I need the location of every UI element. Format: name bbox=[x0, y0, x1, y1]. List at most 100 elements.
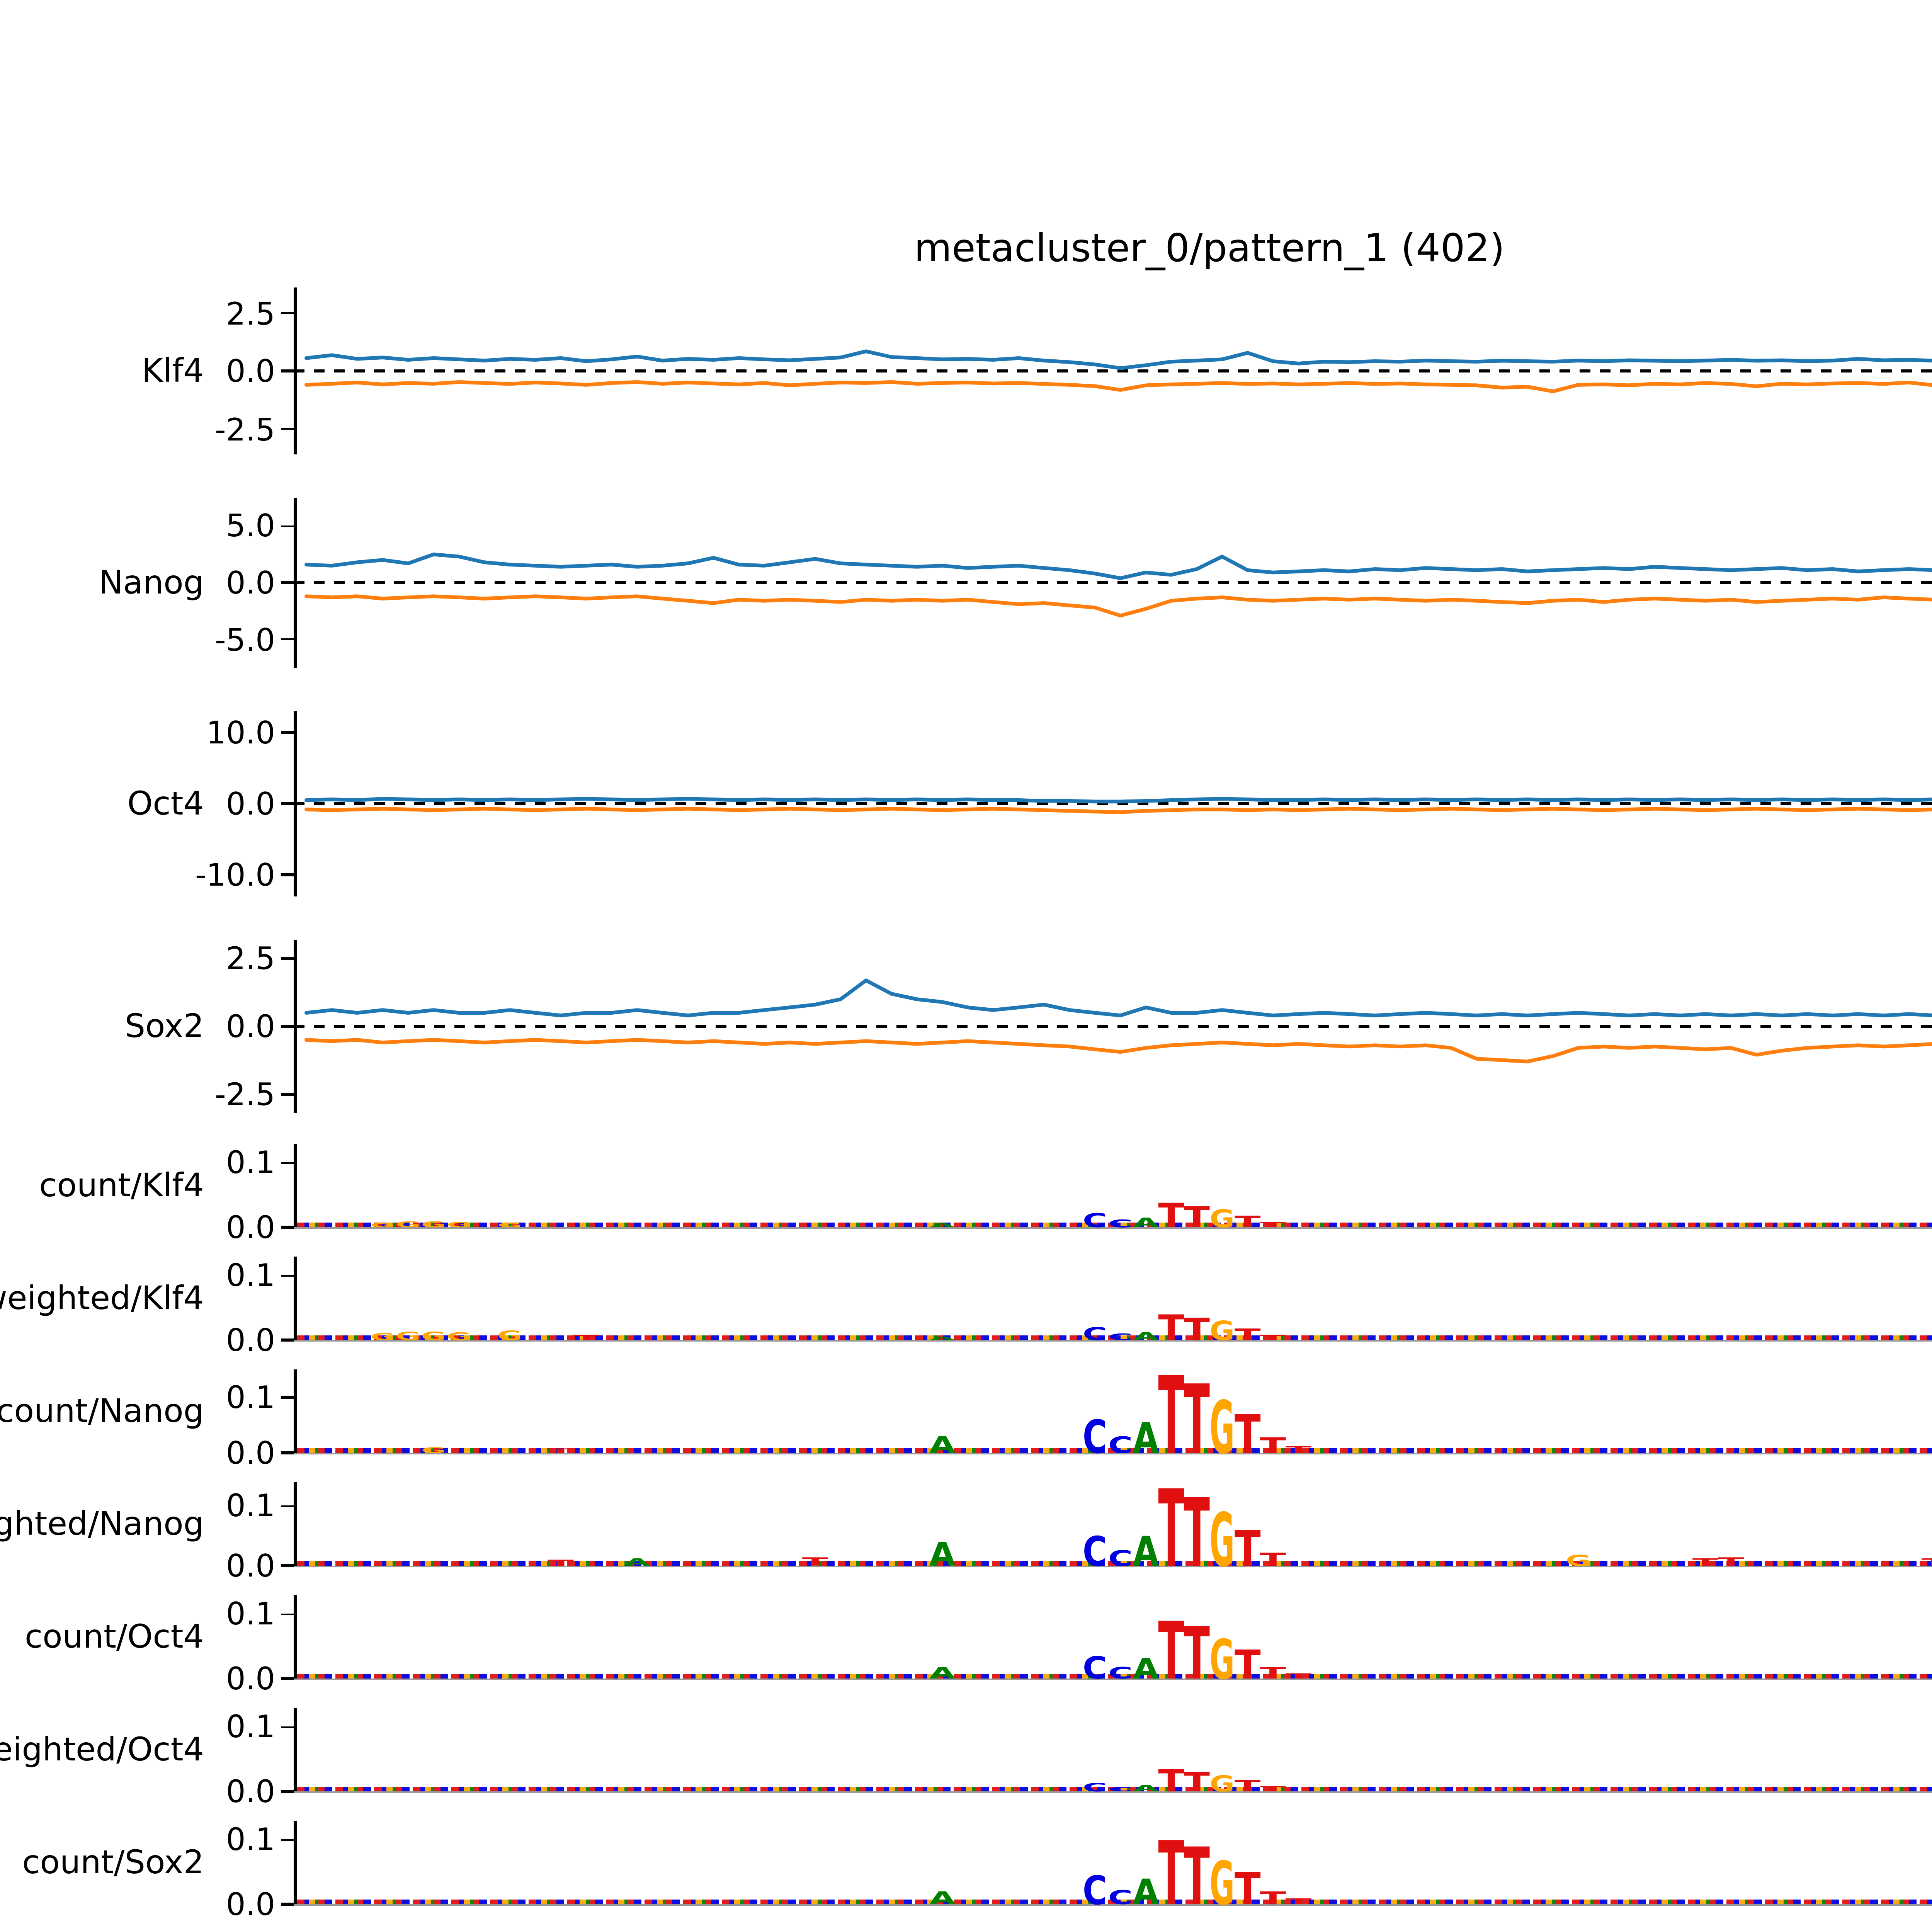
logo-letter-C: C bbox=[1108, 1432, 1133, 1459]
row-count-oct4: count/Oct4 0.1 0.0 A C C A T T G T T T bbox=[0, 1595, 1932, 1697]
logo-letter-C: C bbox=[1083, 1209, 1107, 1232]
plot-area bbox=[294, 498, 1932, 668]
logo-letter-C: C bbox=[1108, 1332, 1133, 1342]
logo-letter-A: A bbox=[1133, 1783, 1159, 1793]
y-tick-mark bbox=[281, 957, 294, 960]
logo-letter-G: G bbox=[1209, 1316, 1235, 1347]
y-tick-label: 2.5 bbox=[226, 940, 275, 977]
logo-letter-T: T bbox=[1260, 1433, 1286, 1458]
y-tick-label: 0.1 bbox=[226, 1708, 275, 1746]
logo-letter-T: T bbox=[1184, 1767, 1210, 1798]
logo-letter-T: T bbox=[1184, 1612, 1210, 1696]
logo-letter-G: G bbox=[421, 1330, 446, 1343]
y-tick-label: 0.0 bbox=[226, 785, 275, 822]
y-tick-label: 0.1 bbox=[226, 1144, 275, 1182]
logo-letter-C: C bbox=[1108, 1546, 1133, 1571]
y-tick-mark bbox=[281, 731, 294, 734]
zero-dashed-line bbox=[294, 802, 1932, 805]
logo-letter-G: G bbox=[1209, 1849, 1235, 1918]
y-tick-label: 0.0 bbox=[226, 564, 275, 601]
logo-letter-G: G bbox=[396, 1330, 421, 1343]
row-weighted-nanog: weighted/Nanog 0.1 0.0 TATACCATTGTTGTTTTTTT bbox=[0, 1467, 1932, 1591]
logo-baseline bbox=[294, 1903, 1932, 1905]
logo-letter-T: T bbox=[1235, 1213, 1261, 1231]
y-tick-label: 0.0 bbox=[226, 1773, 275, 1810]
logo-letter-A: A bbox=[929, 1888, 956, 1908]
logo-letter-G: G bbox=[421, 1220, 446, 1229]
logo-letter-C: C bbox=[1083, 1324, 1107, 1344]
zero-dashed-line bbox=[294, 369, 1932, 372]
logo-letter-T: T bbox=[1158, 1354, 1184, 1478]
chart-title: metacluster_0/pattern_1 (402) bbox=[914, 226, 1505, 270]
y-tick-mark bbox=[281, 427, 294, 430]
y-tick-mark bbox=[281, 581, 294, 584]
zero-dashed-line bbox=[294, 581, 1932, 584]
row-label: Klf4 bbox=[141, 352, 204, 389]
y-tick-label: 0.1 bbox=[226, 1487, 275, 1525]
y-tick-label: 0.0 bbox=[226, 1886, 275, 1923]
logo-letter-A: A bbox=[1133, 1652, 1159, 1685]
series-line-positive bbox=[304, 349, 1932, 370]
logo-letter-T: T bbox=[548, 1447, 574, 1454]
logo-letter-G: G bbox=[421, 1446, 446, 1455]
logo-letter-T: T bbox=[1235, 1864, 1261, 1915]
y-tick-label: 0.1 bbox=[226, 1379, 275, 1416]
y-tick-label: 5.0 bbox=[226, 507, 275, 545]
y-tick-mark bbox=[281, 1838, 294, 1841]
background-noise-letters bbox=[297, 1900, 1932, 1903]
logo-letter-C: C bbox=[1083, 1868, 1107, 1914]
row-weighted-klf4: weighted/Klf4 0.1 0.0 G G G G G T A C C A T T G T T bbox=[0, 1257, 1932, 1357]
y-tick-mark bbox=[281, 1162, 294, 1164]
y-tick-mark bbox=[281, 1564, 294, 1567]
logo-letter-G: G bbox=[1209, 1498, 1235, 1583]
series-line-positive bbox=[304, 978, 1932, 1017]
y-tick-mark bbox=[281, 638, 294, 641]
row-label: count/Nanog bbox=[0, 1393, 204, 1430]
logo-letter-T: T bbox=[1235, 1520, 1261, 1577]
y-tick-mark bbox=[281, 1338, 294, 1342]
logo-letter-T: T bbox=[1718, 1555, 1744, 1568]
logo-letter-T: T bbox=[1158, 1308, 1184, 1349]
logo-baseline bbox=[294, 1678, 1932, 1679]
logo-baseline bbox=[294, 1339, 1932, 1341]
chart-rows: Klf4 2.5 0.0 -2.5 Nanog 5.0 0.0 -5.0 Oct4 10.0 0.0… bbox=[0, 287, 1932, 1932]
y-axis-spine bbox=[294, 1595, 297, 1679]
logo-letter-C: C bbox=[1108, 1886, 1133, 1909]
y-axis-spine bbox=[294, 1369, 297, 1453]
y-tick-label: 0.0 bbox=[226, 1209, 275, 1246]
y-tick-label: 0.1 bbox=[226, 1595, 275, 1633]
series-line-negative bbox=[304, 807, 1932, 814]
plot-svg bbox=[304, 797, 1932, 814]
logo-letter-G: G bbox=[1209, 1628, 1235, 1691]
y-tick-mark bbox=[281, 874, 294, 876]
logo-letter-T: T bbox=[1260, 1664, 1286, 1682]
plot-svg: G G G G G T A C C ATT G TT bbox=[370, 1308, 1286, 1349]
row-label: weighted/Oct4 bbox=[0, 1731, 204, 1768]
plot-svg bbox=[304, 349, 1932, 393]
plot-area bbox=[294, 940, 1932, 1113]
logo-letter-G: G bbox=[497, 1328, 522, 1343]
plot-svg: C C ATT G TT bbox=[1083, 1763, 1286, 1799]
logo-letter-A: A bbox=[1133, 1528, 1159, 1575]
logo-letter-G: G bbox=[1566, 1552, 1591, 1569]
logo-letter-C: C bbox=[1108, 1664, 1133, 1682]
logo-letter-G: G bbox=[497, 1221, 522, 1228]
logo-letter-A: A bbox=[1133, 1872, 1159, 1913]
background-noise-letters bbox=[297, 1223, 1932, 1226]
logo-letter-T: T bbox=[1184, 1831, 1210, 1923]
y-tick-label: 0.1 bbox=[226, 1821, 275, 1859]
y-axis-spine bbox=[294, 1482, 297, 1566]
logo-letter-T: T bbox=[1260, 1333, 1286, 1342]
logo-letter-A: A bbox=[1133, 1414, 1159, 1463]
logo-letter-C: C bbox=[1083, 1781, 1107, 1794]
y-axis-spine bbox=[294, 1821, 297, 1904]
background-noise-letters bbox=[297, 1674, 1932, 1678]
y-tick-mark bbox=[281, 1451, 294, 1454]
logo-letter-G: G bbox=[396, 1220, 421, 1229]
logo-letter-C: C bbox=[1083, 1527, 1107, 1575]
plot-svg bbox=[304, 978, 1932, 1064]
row-nanog: Nanog 5.0 0.0 -5.0 bbox=[0, 498, 1932, 668]
